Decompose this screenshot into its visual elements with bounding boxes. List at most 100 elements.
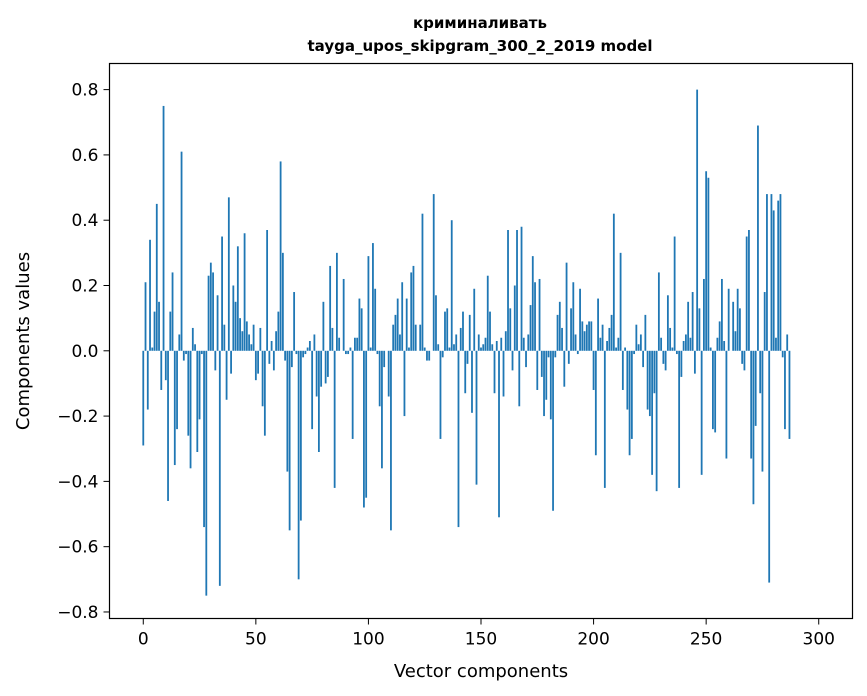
x-tick-label: 200 bbox=[577, 630, 609, 650]
y-tick-label: 0.8 bbox=[71, 81, 98, 101]
bar-71 bbox=[302, 350, 305, 358]
bar-239 bbox=[680, 350, 683, 377]
bar-274 bbox=[759, 350, 762, 394]
bar-201 bbox=[594, 350, 597, 456]
bar-73 bbox=[306, 347, 309, 351]
bar-72 bbox=[304, 350, 307, 355]
bar-247 bbox=[698, 308, 701, 351]
bar-194 bbox=[579, 288, 581, 351]
bar-37 bbox=[225, 350, 228, 400]
bar-165 bbox=[513, 285, 516, 351]
bar-168 bbox=[520, 226, 523, 351]
bar-233 bbox=[666, 295, 669, 351]
bar-55 bbox=[266, 230, 269, 351]
bar-166 bbox=[516, 230, 518, 351]
bar-105 bbox=[378, 350, 381, 407]
bar-135 bbox=[446, 308, 449, 351]
bar-174 bbox=[534, 282, 536, 351]
bar-219 bbox=[635, 324, 638, 351]
bar-36 bbox=[223, 324, 226, 351]
bar-138 bbox=[453, 344, 455, 351]
bar-104 bbox=[376, 350, 379, 355]
bar-234 bbox=[669, 327, 672, 351]
bar-139 bbox=[455, 334, 458, 351]
bar-50 bbox=[254, 350, 257, 381]
bar-275 bbox=[761, 350, 764, 472]
bar-267 bbox=[743, 350, 746, 371]
bar-1 bbox=[144, 282, 147, 351]
bar-146 bbox=[471, 350, 473, 413]
bar-113 bbox=[396, 298, 399, 351]
bar-124 bbox=[421, 213, 424, 351]
bar-265 bbox=[739, 308, 741, 351]
bar-152 bbox=[484, 337, 487, 351]
bar-134 bbox=[444, 311, 446, 351]
bar-28 bbox=[205, 350, 208, 596]
bar-278 bbox=[768, 350, 771, 583]
bar-249 bbox=[703, 278, 705, 351]
bar-44 bbox=[241, 331, 244, 351]
bar-277 bbox=[766, 194, 768, 351]
bar-148 bbox=[475, 350, 478, 485]
bar-141 bbox=[459, 327, 462, 351]
bar-121 bbox=[414, 324, 417, 351]
bar-53 bbox=[261, 350, 264, 407]
bar-279 bbox=[770, 194, 773, 351]
bar-230 bbox=[660, 337, 663, 351]
bar-155 bbox=[491, 344, 494, 351]
chart-title-line-2: tayga_upos_skipgram_300_2_2019 model bbox=[308, 37, 653, 55]
bar-61 bbox=[279, 161, 282, 351]
bar-248 bbox=[700, 350, 703, 475]
bar-31 bbox=[212, 272, 214, 351]
bar-217 bbox=[630, 350, 633, 439]
bar-85 bbox=[333, 350, 336, 488]
chart-title-line-1: криминаливать bbox=[413, 14, 547, 32]
bar-156 bbox=[493, 350, 496, 394]
bar-0 bbox=[142, 350, 145, 446]
bar-54 bbox=[263, 350, 266, 436]
bar-246 bbox=[696, 89, 699, 351]
bar-49 bbox=[252, 324, 255, 351]
bar-series bbox=[142, 89, 791, 596]
bar-269 bbox=[748, 230, 750, 351]
bar-192 bbox=[574, 334, 577, 351]
bar-16 bbox=[178, 334, 181, 351]
x-tick-label: 50 bbox=[245, 630, 267, 650]
bar-133 bbox=[441, 350, 444, 358]
bar-164 bbox=[511, 350, 514, 371]
x-tick-label: 250 bbox=[690, 630, 722, 650]
bar-203 bbox=[599, 337, 602, 351]
bar-7 bbox=[158, 301, 160, 351]
bar-221 bbox=[639, 334, 642, 351]
bar-220 bbox=[637, 344, 640, 351]
bar-110 bbox=[390, 350, 392, 531]
bar-136 bbox=[448, 347, 451, 351]
bar-35 bbox=[221, 236, 223, 351]
bar-149 bbox=[477, 334, 480, 351]
bar-107 bbox=[383, 350, 386, 368]
bar-123 bbox=[419, 324, 422, 351]
bar-173 bbox=[531, 256, 534, 351]
bar-159 bbox=[500, 337, 503, 351]
bar-262 bbox=[732, 301, 735, 351]
x-axis-label: Vector components bbox=[394, 661, 568, 682]
bar-119 bbox=[410, 272, 413, 351]
bar-29 bbox=[207, 275, 210, 351]
bar-140 bbox=[457, 350, 460, 528]
bar-263 bbox=[734, 331, 737, 351]
bar-218 bbox=[633, 350, 635, 355]
bar-222 bbox=[642, 350, 645, 368]
bar-260 bbox=[727, 288, 730, 351]
bar-24 bbox=[196, 350, 199, 452]
bar-181 bbox=[549, 350, 552, 420]
bar-3 bbox=[149, 239, 151, 351]
bar-283 bbox=[779, 194, 782, 351]
x-tick-label: 0 bbox=[138, 630, 149, 650]
bar-56 bbox=[268, 350, 271, 364]
bar-33 bbox=[216, 295, 219, 351]
bar-114 bbox=[399, 334, 401, 351]
bar-70 bbox=[299, 350, 302, 521]
bar-125 bbox=[423, 347, 426, 351]
bar-41 bbox=[234, 301, 237, 351]
bar-100 bbox=[367, 256, 370, 351]
